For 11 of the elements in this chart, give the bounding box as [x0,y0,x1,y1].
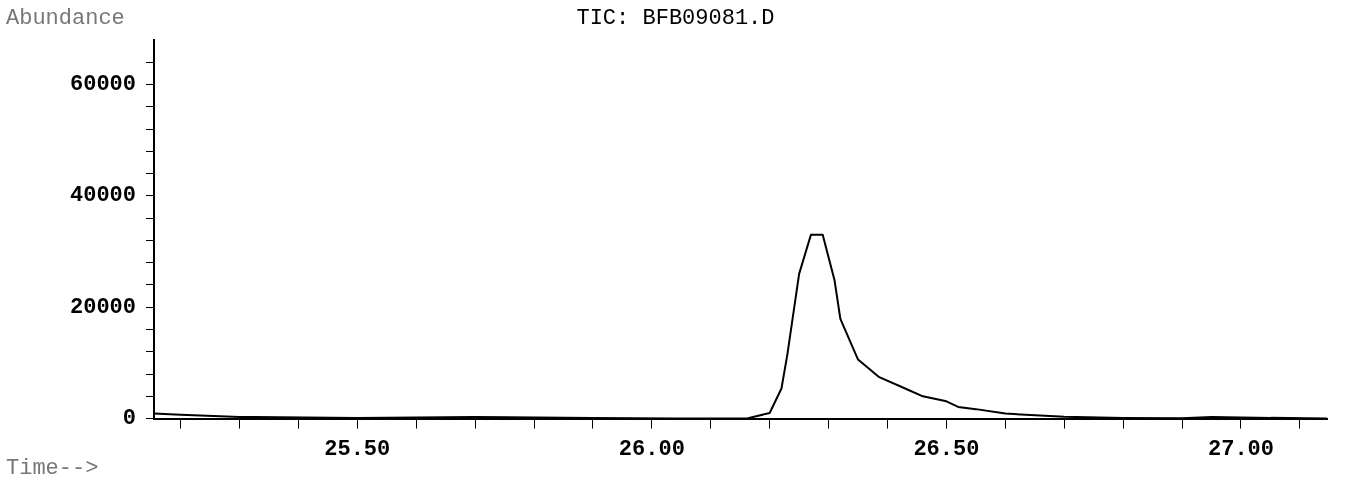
y-axis-title: Abundance [6,6,125,31]
x-tick-label: 26.50 [913,437,980,463]
x-tick-label: 27.00 [1207,437,1274,463]
y-tick-label: 40000 [70,183,137,209]
x-axis-title: Time--> [6,456,99,481]
x-tick-label: 26.00 [618,437,685,463]
y-tick-label: 60000 [70,72,137,98]
y-tick-label: 0 [122,406,137,432]
chart-title: TIC: BFB09081.D [576,6,775,31]
y-tick-label: 20000 [70,294,137,320]
x-tick-label: 25.50 [324,437,391,463]
